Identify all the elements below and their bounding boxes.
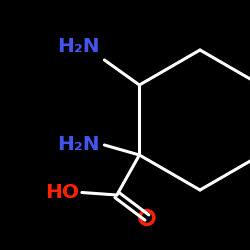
Text: H₂N: H₂N [57, 136, 100, 154]
Text: HO: HO [46, 183, 80, 202]
Text: H₂N: H₂N [57, 37, 100, 56]
